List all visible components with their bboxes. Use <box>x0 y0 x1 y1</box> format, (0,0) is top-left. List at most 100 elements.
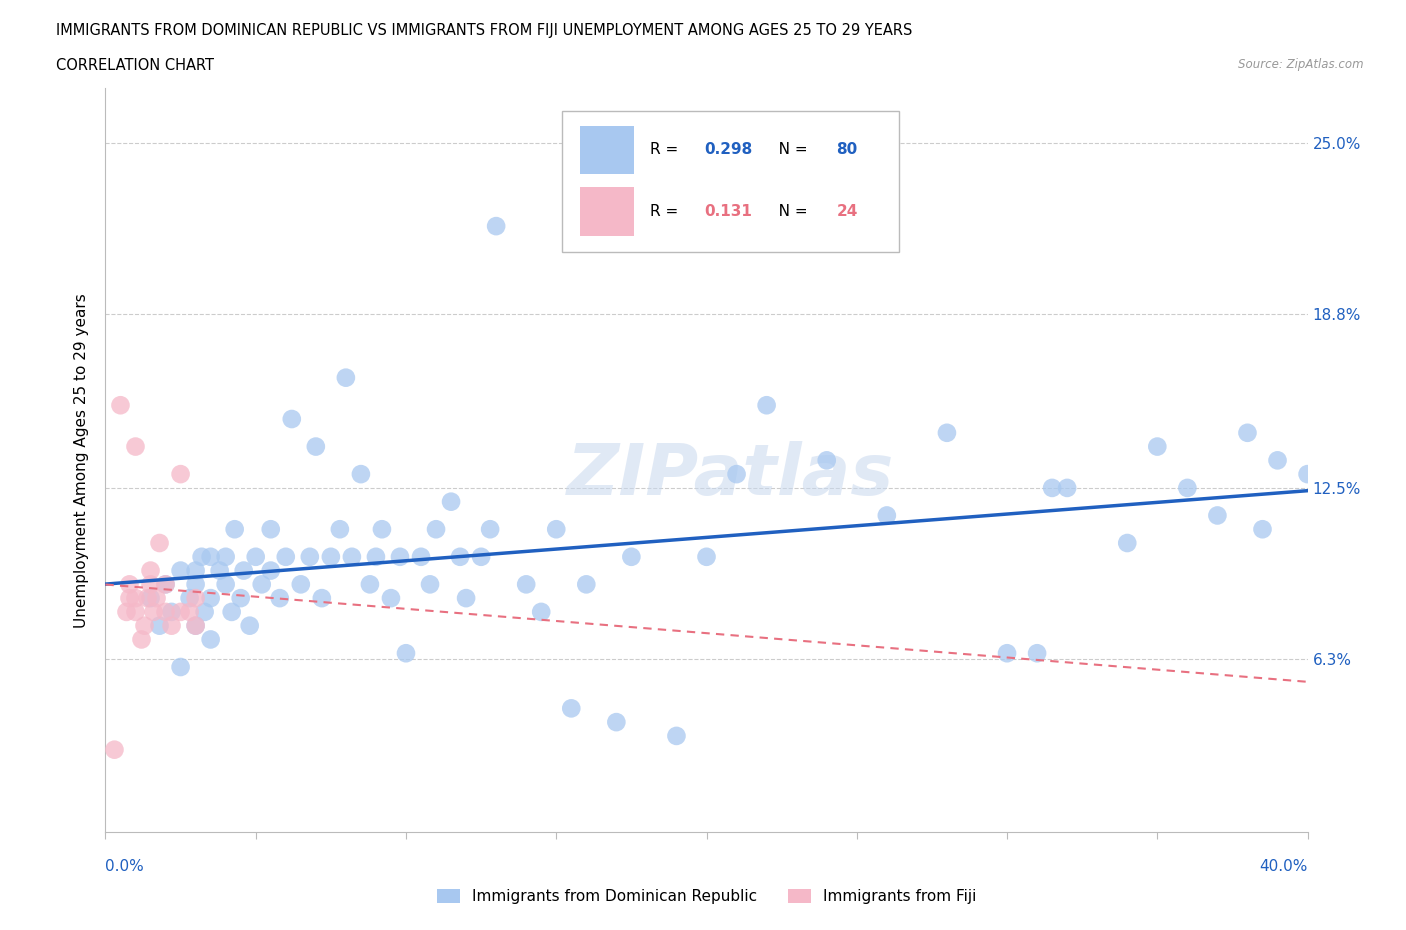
Text: 0.0%: 0.0% <box>105 859 145 874</box>
Point <box>239 618 262 633</box>
Point <box>214 577 236 591</box>
Point <box>876 508 898 523</box>
Point <box>142 604 165 619</box>
Point <box>200 550 222 565</box>
Point <box>485 219 508 233</box>
Point <box>1175 481 1198 496</box>
Point <box>546 522 568 537</box>
Point <box>155 604 177 619</box>
Point <box>274 550 297 565</box>
Point <box>200 591 222 605</box>
Point <box>208 564 231 578</box>
Point <box>305 439 328 454</box>
Point <box>139 577 162 591</box>
Point <box>184 577 207 591</box>
Point <box>250 577 273 591</box>
Point <box>118 591 141 605</box>
Text: CORRELATION CHART: CORRELATION CHART <box>56 58 214 73</box>
Point <box>221 604 243 619</box>
Point <box>160 618 183 633</box>
Point <box>350 467 373 482</box>
Point <box>103 742 125 757</box>
Point <box>329 522 352 537</box>
Text: 40.0%: 40.0% <box>1260 859 1308 874</box>
Point <box>425 522 447 537</box>
Point <box>1056 481 1078 496</box>
Point <box>115 604 138 619</box>
Point <box>725 467 748 482</box>
Point <box>148 618 170 633</box>
Point <box>454 591 477 605</box>
Point <box>179 591 201 605</box>
Point <box>110 398 132 413</box>
Point <box>298 550 321 565</box>
Point <box>169 659 191 674</box>
Text: 24: 24 <box>837 204 858 219</box>
Point <box>1026 645 1049 660</box>
Point <box>1206 508 1229 523</box>
Point <box>359 577 381 591</box>
Point <box>575 577 598 591</box>
Point <box>281 412 304 427</box>
Point <box>1296 467 1319 482</box>
Point <box>995 645 1018 660</box>
Point <box>1040 481 1063 496</box>
Point <box>560 701 582 716</box>
Point <box>179 604 201 619</box>
Point <box>224 522 246 537</box>
Point <box>134 618 156 633</box>
Point <box>364 550 387 565</box>
Point <box>936 425 959 440</box>
Point <box>169 467 191 482</box>
Point <box>1236 425 1258 440</box>
Y-axis label: Unemployment Among Ages 25 to 29 years: Unemployment Among Ages 25 to 29 years <box>75 293 90 628</box>
Point <box>124 439 146 454</box>
Point <box>229 591 252 605</box>
Point <box>371 522 394 537</box>
Point <box>815 453 838 468</box>
Point <box>184 591 207 605</box>
Point <box>184 564 207 578</box>
Point <box>515 577 537 591</box>
Point <box>470 550 492 565</box>
Text: R =: R = <box>650 142 683 157</box>
Point <box>311 591 333 605</box>
Text: 80: 80 <box>837 142 858 157</box>
Point <box>232 564 254 578</box>
Point <box>1267 453 1289 468</box>
Point <box>449 550 471 565</box>
Point <box>1116 536 1139 551</box>
Text: R =: R = <box>650 204 683 219</box>
Text: N =: N = <box>765 142 813 157</box>
Point <box>479 522 502 537</box>
FancyBboxPatch shape <box>581 187 634 235</box>
Point <box>214 550 236 565</box>
Point <box>169 604 191 619</box>
Point <box>160 604 183 619</box>
Point <box>148 536 170 551</box>
Text: 0.298: 0.298 <box>704 142 752 157</box>
Point <box>260 564 283 578</box>
Point <box>245 550 267 565</box>
Point <box>440 494 463 509</box>
Point <box>260 522 283 537</box>
Point <box>200 632 222 647</box>
Point <box>696 550 718 565</box>
Legend: Immigrants from Dominican Republic, Immigrants from Fiji: Immigrants from Dominican Republic, Immi… <box>430 883 983 910</box>
FancyBboxPatch shape <box>581 126 634 174</box>
Point <box>155 577 177 591</box>
Point <box>419 577 441 591</box>
Point <box>340 550 363 565</box>
Point <box>1146 439 1168 454</box>
Text: Source: ZipAtlas.com: Source: ZipAtlas.com <box>1239 58 1364 71</box>
Point <box>139 564 162 578</box>
Text: ZIPatlas: ZIPatlas <box>567 441 894 510</box>
Point <box>194 604 217 619</box>
Point <box>755 398 778 413</box>
Point <box>155 577 177 591</box>
Point <box>136 591 159 605</box>
Text: 0.131: 0.131 <box>704 204 752 219</box>
Point <box>269 591 291 605</box>
Point <box>335 370 357 385</box>
Point <box>169 564 191 578</box>
